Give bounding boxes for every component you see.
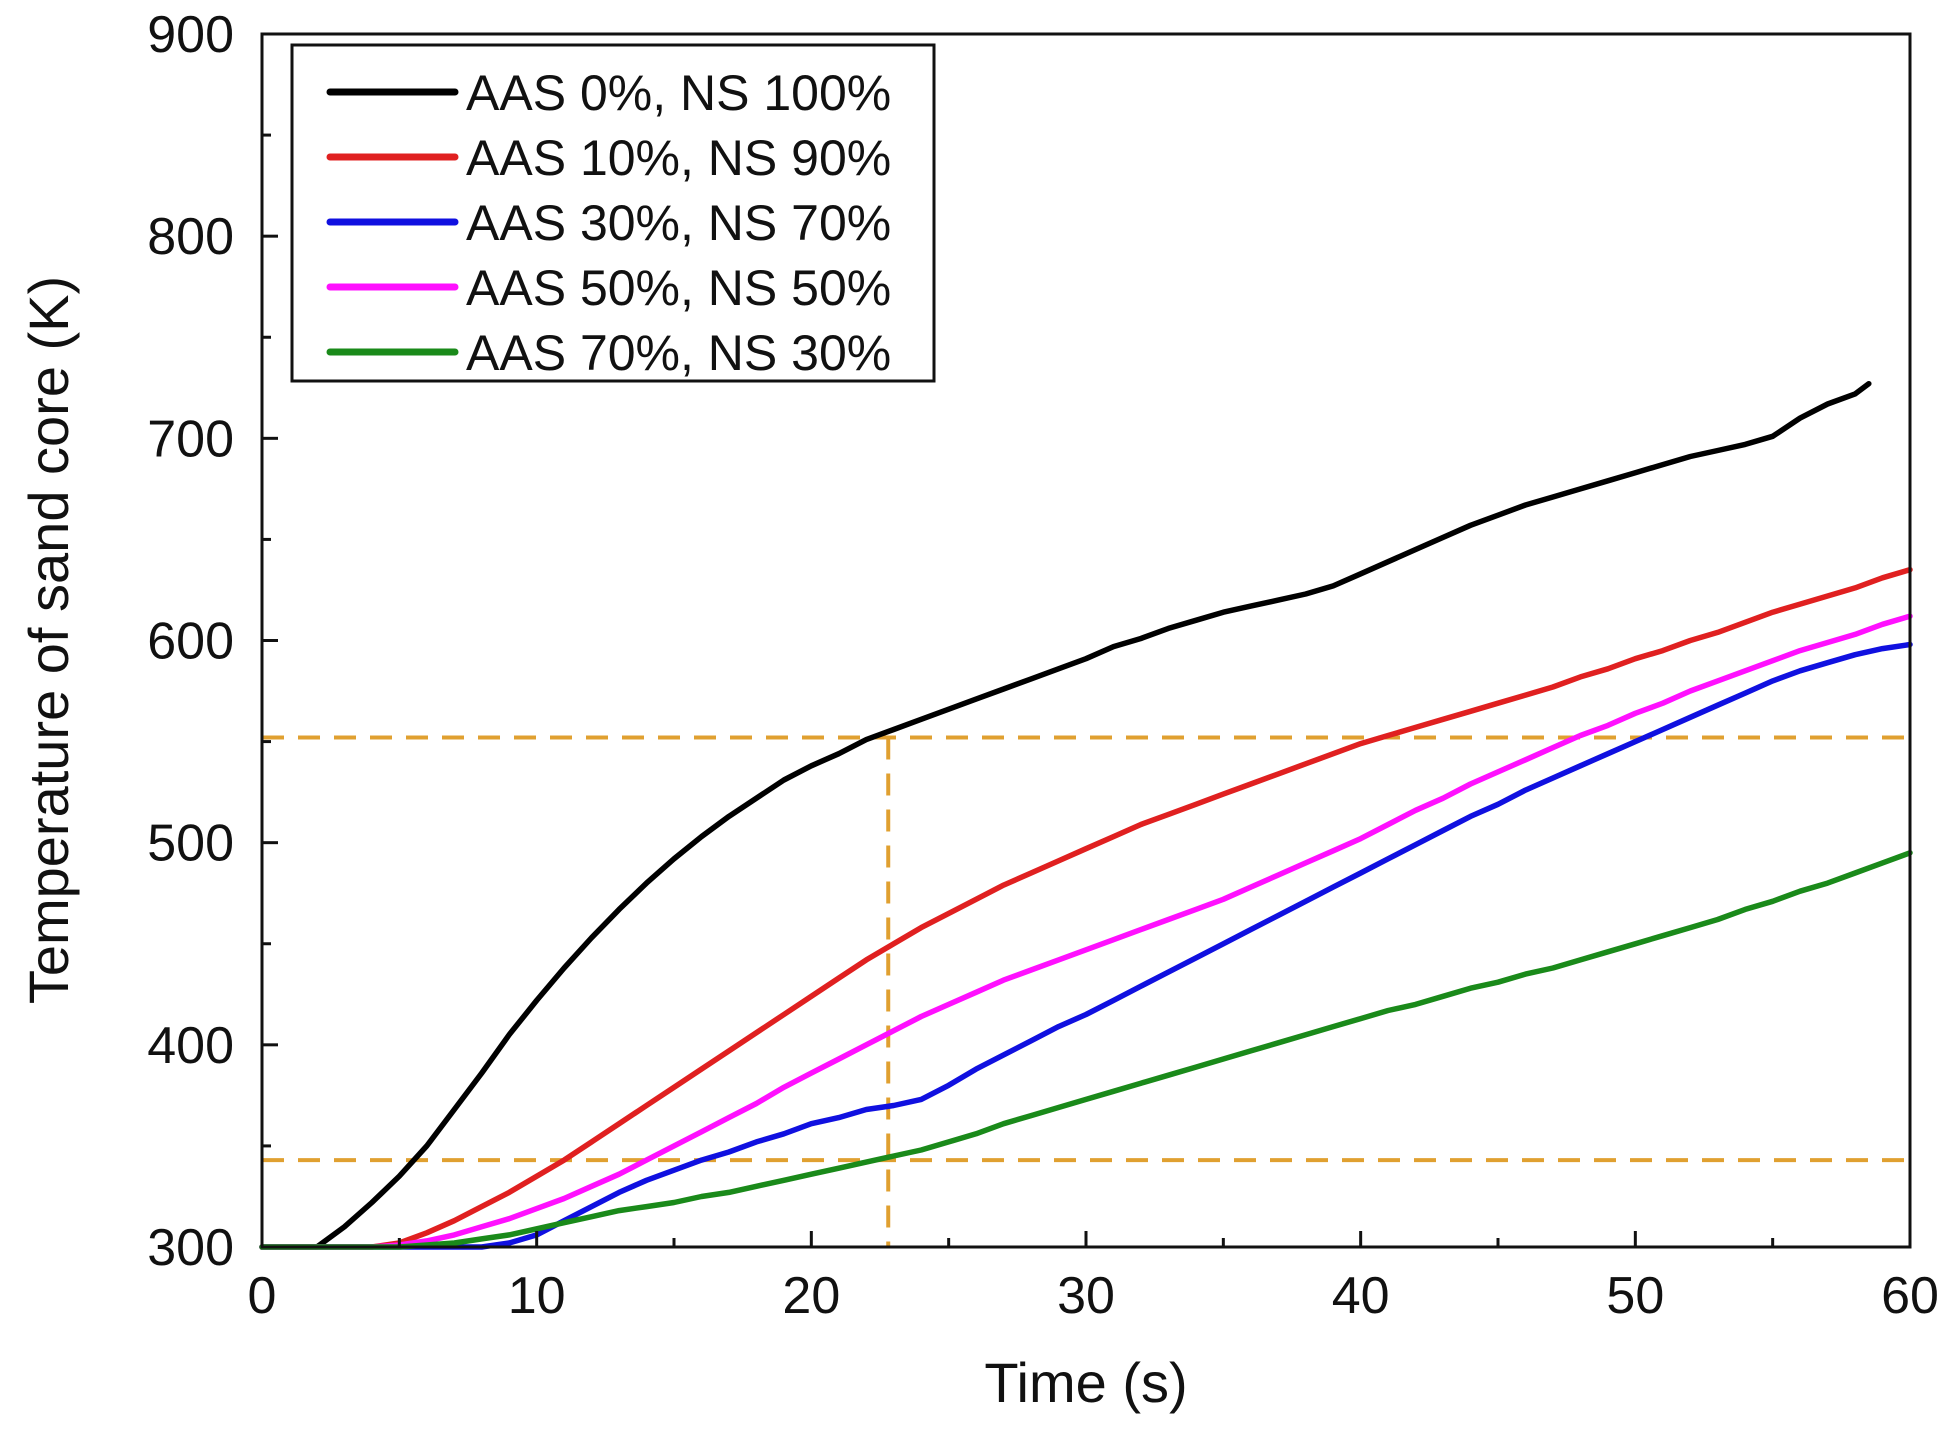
series-line-0 bbox=[259, 380, 1872, 1250]
series-lines bbox=[259, 380, 1913, 1250]
y-tick-label-1: 400 bbox=[147, 1017, 234, 1075]
legend-label-0: AAS 0%, NS 100% bbox=[466, 65, 891, 121]
x-tick-label-0: 0 bbox=[248, 1267, 277, 1325]
x-tick-label-3: 30 bbox=[1057, 1267, 1115, 1325]
x-axis-title: Time (s) bbox=[984, 1351, 1187, 1414]
x-tick-label-4: 40 bbox=[1332, 1267, 1390, 1325]
legend-label-1: AAS 10%, NS 90% bbox=[466, 130, 891, 186]
legend-label-4: AAS 70%, NS 30% bbox=[466, 325, 891, 381]
y-tick-label-5: 800 bbox=[147, 208, 234, 266]
series-line-1 bbox=[259, 566, 1913, 1250]
legend-box bbox=[290, 43, 936, 383]
x-tick-label-1: 10 bbox=[508, 1267, 566, 1325]
x-tick-label-6: 60 bbox=[1881, 1267, 1939, 1325]
series-line-2 bbox=[259, 641, 1913, 1250]
y-tick-label-3: 600 bbox=[147, 613, 234, 671]
legend-label-2: AAS 30%, NS 70% bbox=[466, 195, 891, 251]
legend-label-3: AAS 50%, NS 50% bbox=[466, 260, 891, 316]
reference-lines bbox=[262, 735, 1910, 1247]
y-tick-label-2: 500 bbox=[147, 815, 234, 873]
axis-ticks bbox=[260, 32, 1912, 1249]
y-tick-label-4: 700 bbox=[147, 410, 234, 468]
y-tick-label-6: 900 bbox=[147, 6, 234, 64]
x-tick-label-5: 50 bbox=[1606, 1267, 1664, 1325]
y-tick-label-0: 300 bbox=[147, 1219, 234, 1277]
tick-labels: 0 10 20 30 40 50 60 300 400 500 600 700 800 900 bbox=[147, 6, 1939, 1325]
series-line-3 bbox=[259, 613, 1913, 1250]
x-tick-label-2: 20 bbox=[782, 1267, 840, 1325]
legend: AAS 0%, NS 100% AAS 10%, NS 90% AAS 30%, N… bbox=[290, 43, 936, 383]
y-axis-title: Temperature of sand core (K) bbox=[17, 276, 80, 1004]
series-line-4 bbox=[259, 850, 1913, 1250]
